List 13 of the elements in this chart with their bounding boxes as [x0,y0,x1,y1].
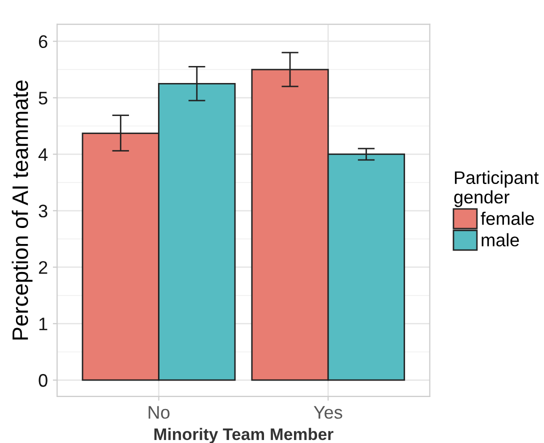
legend-label: female [480,212,534,225]
y-tick-label: 1 [39,318,48,330]
y-axis-title: Perception of AI teammate [12,80,32,340]
legend-label: male [482,233,519,246]
y-tick-label: 4 [38,148,48,161]
y-tick-label: 3 [38,204,48,218]
y-tick-label: 0 [38,374,48,387]
x-axis-title: Minority Team Member [154,428,334,443]
y-tick-label: 5 [38,92,48,104]
y-tick-label: 6 [38,35,48,48]
x-tick-label: Yes [314,406,342,419]
y-tick-label: 2 [38,261,48,274]
x-tick-label: No [148,406,170,419]
